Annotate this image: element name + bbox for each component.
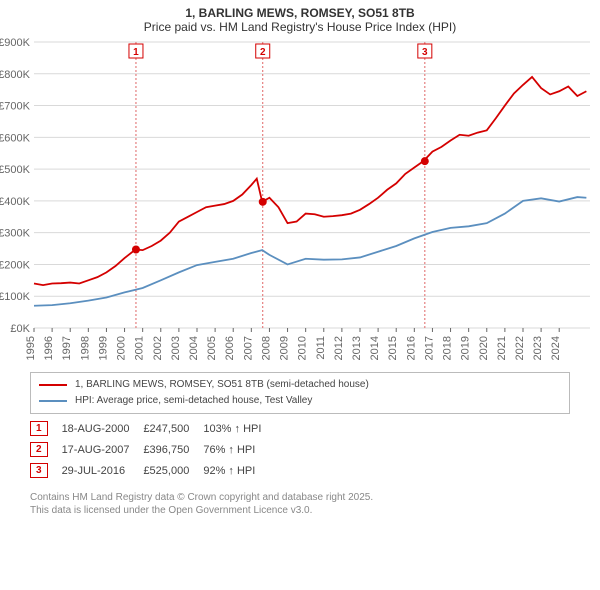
svg-text:2024: 2024 [550,336,562,360]
svg-text:2005: 2005 [206,336,218,360]
event-price: £247,500 [143,418,203,439]
legend-row: 1, BARLING MEWS, ROMSEY, SO51 8TB (semi-… [39,377,561,393]
svg-text:1995: 1995 [25,336,37,360]
svg-text:2021: 2021 [496,336,508,360]
table-row: 1 18-AUG-2000 £247,500 103% ↑ HPI [30,418,275,439]
svg-text:2011: 2011 [315,336,327,360]
event-date: 17-AUG-2007 [62,439,144,460]
svg-text:2023: 2023 [532,336,544,360]
svg-text:3: 3 [422,47,428,58]
svg-text:2018: 2018 [442,336,454,360]
svg-text:2013: 2013 [351,336,363,360]
svg-text:2: 2 [260,47,266,58]
svg-text:1: 1 [133,47,139,58]
event-date: 29-JUL-2016 [62,460,144,481]
legend: 1, BARLING MEWS, ROMSEY, SO51 8TB (semi-… [30,372,570,414]
svg-text:£200K: £200K [0,259,31,271]
svg-text:2016: 2016 [405,336,417,360]
footer-line: Contains HM Land Registry data © Crown c… [30,491,570,504]
event-date: 18-AUG-2000 [62,418,144,439]
svg-text:2001: 2001 [134,336,146,360]
svg-text:£900K: £900K [0,37,31,49]
svg-text:£700K: £700K [0,101,31,113]
svg-text:2003: 2003 [170,336,182,360]
attribution: Contains HM Land Registry data © Crown c… [30,491,570,517]
svg-text:2012: 2012 [333,336,345,360]
footer-line: This data is licensed under the Open Gov… [30,504,570,517]
legend-label: 1, BARLING MEWS, ROMSEY, SO51 8TB (semi-… [75,377,369,393]
event-price: £525,000 [143,460,203,481]
event-pct: 92% ↑ HPI [203,460,275,481]
event-badge: 2 [30,442,48,457]
svg-text:2002: 2002 [152,336,164,360]
svg-text:1998: 1998 [79,336,91,360]
title-address: 1, BARLING MEWS, ROMSEY, SO51 8TB [0,6,600,20]
svg-text:2009: 2009 [279,336,291,360]
svg-text:2014: 2014 [369,336,381,360]
svg-text:2015: 2015 [387,336,399,360]
svg-text:2017: 2017 [423,336,435,360]
svg-text:2019: 2019 [460,336,472,360]
svg-text:2004: 2004 [188,336,200,360]
event-badge: 1 [30,421,48,436]
svg-text:2020: 2020 [478,336,490,360]
svg-text:1996: 1996 [43,336,55,360]
legend-swatch [39,400,67,402]
svg-text:2007: 2007 [242,336,254,360]
svg-text:2010: 2010 [297,336,309,360]
svg-text:1997: 1997 [61,336,73,360]
svg-text:£100K: £100K [0,291,31,303]
legend-label: HPI: Average price, semi-detached house,… [75,393,312,409]
event-price: £396,750 [143,439,203,460]
event-pct: 76% ↑ HPI [203,439,275,460]
legend-row: HPI: Average price, semi-detached house,… [39,393,561,409]
chart-titles: 1, BARLING MEWS, ROMSEY, SO51 8TB Price … [0,0,600,36]
svg-text:£0K: £0K [10,323,30,335]
svg-text:£600K: £600K [0,132,31,144]
event-table: 1 18-AUG-2000 £247,500 103% ↑ HPI 2 17-A… [30,418,570,481]
svg-text:2008: 2008 [260,336,272,360]
svg-text:1999: 1999 [97,336,109,360]
table-row: 2 17-AUG-2007 £396,750 76% ↑ HPI [30,439,275,460]
event-pct: 103% ↑ HPI [203,418,275,439]
svg-text:£800K: £800K [0,69,31,81]
legend-swatch [39,384,67,386]
svg-text:£400K: £400K [0,196,31,208]
svg-text:2022: 2022 [514,336,526,360]
price-line-chart: £0K £100K £200K £300K £400K £500K £600K £700K £8… [0,36,600,366]
svg-text:2000: 2000 [116,336,128,360]
svg-text:£300K: £300K [0,228,31,240]
title-subtitle: Price paid vs. HM Land Registry's House … [0,20,600,34]
svg-text:£500K: £500K [0,164,31,176]
table-row: 3 29-JUL-2016 £525,000 92% ↑ HPI [30,460,275,481]
svg-text:2006: 2006 [224,336,236,360]
event-badge: 3 [30,463,48,478]
